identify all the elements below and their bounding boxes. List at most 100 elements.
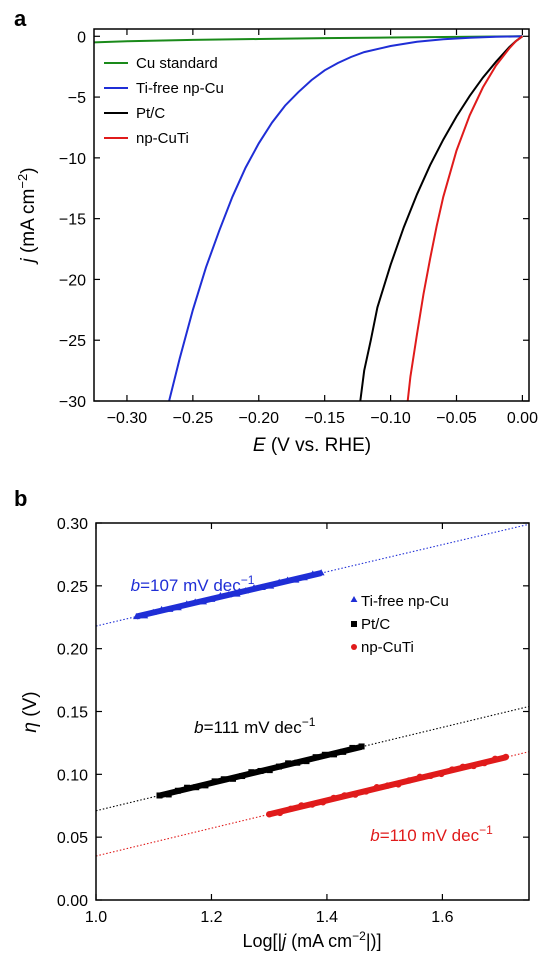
legend-label-b: Ti-free np-Cu <box>361 593 449 610</box>
y-tick-label-b: 0.10 <box>57 767 88 784</box>
slope-annotation-b-0: b=107 mV dec−1 <box>131 573 255 595</box>
marker-b-2 <box>352 791 359 798</box>
marker-b-1 <box>275 763 282 770</box>
marker-b-2 <box>459 763 467 770</box>
marker-b-1 <box>358 743 365 750</box>
legend-label-a: np-CuTi <box>136 130 189 147</box>
marker-b-0 <box>183 600 191 607</box>
x-tick-label-a: −0.30 <box>107 410 148 427</box>
marker-b-0 <box>166 605 174 612</box>
marker-b-2 <box>395 781 402 788</box>
marker-b-0 <box>275 578 283 585</box>
marker-b-2 <box>341 792 348 799</box>
x-tick-label-b: 1.2 <box>200 909 222 926</box>
marker-b-1 <box>193 784 200 791</box>
marker-b-0 <box>208 595 216 602</box>
marker-b-1 <box>349 744 356 751</box>
marker-b-1 <box>312 754 319 761</box>
marker-b-2 <box>330 794 337 802</box>
marker-b-2 <box>287 805 294 813</box>
y-tick-label-a: 0 <box>77 29 86 46</box>
x-tick-label-a: 0.00 <box>507 410 538 427</box>
y-tick-label-b: 0.25 <box>57 579 88 596</box>
marker-b-1 <box>331 751 338 758</box>
marker-b-0 <box>284 576 291 583</box>
y-tick-label-a: −10 <box>59 151 86 168</box>
x-tick-label-a: −0.05 <box>436 410 477 427</box>
y-tick-label-b: 0.00 <box>57 893 88 910</box>
marker-b-1 <box>285 760 292 767</box>
panel-a: a −0.30 −0.25 −0.20 −0.15 −0.10 −0.05 0.00 0 −5… <box>14 6 538 456</box>
marker-b-1 <box>303 758 310 765</box>
marker-b-0 <box>250 584 258 591</box>
legend-a: Cu standard Ti-free np-Cu Pt/C np-CuTi <box>104 55 224 147</box>
marker-b-0 <box>233 590 241 597</box>
marker-b-0 <box>317 569 325 576</box>
marker-b-1 <box>257 767 264 774</box>
legend-label-a: Ti-free np-Cu <box>136 80 224 97</box>
slope-annotation-b-2: b=110 mV dec−1 <box>370 823 493 845</box>
x-tick-label-a: −0.10 <box>370 410 411 427</box>
marker-b-2 <box>276 809 284 817</box>
marker-b-1 <box>229 775 236 782</box>
marker-b-0 <box>292 576 300 583</box>
marker-b-0 <box>216 592 224 599</box>
marker-b-0 <box>200 598 207 605</box>
y-tick-label-b: 0.20 <box>57 642 88 659</box>
marker-b-1 <box>321 751 328 758</box>
legend-marker-b <box>351 621 357 627</box>
x-tick-label-a: −0.15 <box>304 410 345 427</box>
legend-label-b: Pt/C <box>361 616 390 633</box>
marker-b-2 <box>502 753 510 761</box>
marker-b-1 <box>165 791 172 798</box>
series-line-a-1 <box>168 35 523 401</box>
marker-b-1 <box>294 759 301 766</box>
legend-marker-b <box>351 644 357 650</box>
marker-b-2 <box>470 762 477 770</box>
marker-b-1 <box>220 776 227 783</box>
marker-b-2 <box>373 784 380 791</box>
y-tick-label-b: 0.05 <box>57 830 88 847</box>
marker-b-2 <box>438 770 445 778</box>
marker-b-2 <box>416 773 424 781</box>
marker-b-1 <box>340 748 347 755</box>
marker-b-2 <box>298 802 305 809</box>
marker-b-0 <box>300 574 308 581</box>
x-tick-label-a: −0.20 <box>239 410 280 427</box>
marker-b-2 <box>384 782 391 789</box>
marker-b-0 <box>242 587 249 594</box>
marker-b-1 <box>202 782 209 789</box>
panel-label-b: b <box>14 486 27 511</box>
marker-b-1 <box>156 792 163 799</box>
marker-b-0 <box>258 583 266 590</box>
plot-frame-a <box>93 28 530 402</box>
marker-b-0 <box>149 608 157 615</box>
marker-b-0 <box>141 612 149 619</box>
marker-b-1 <box>266 767 273 774</box>
marker-b-1 <box>248 769 255 776</box>
y-axis-label-a: j (mA cm−2) <box>15 167 39 265</box>
x-axis-label-b: Log[|j (mA cm−2|)] <box>242 929 381 951</box>
y-tick-label-a: −5 <box>68 90 86 107</box>
marker-b-2 <box>448 766 456 773</box>
marker-b-2 <box>481 759 488 767</box>
marker-b-0 <box>309 570 317 577</box>
series-line-a-2 <box>359 35 523 401</box>
marker-b-1 <box>239 773 246 780</box>
legend-b: Ti-free np-Cu Pt/C np-CuTi <box>350 593 449 656</box>
y-tick-label-b: 0.15 <box>57 705 88 722</box>
marker-b-2 <box>362 788 370 795</box>
series-line-a-3 <box>406 35 523 401</box>
marker-b-2 <box>319 799 327 806</box>
legend-label-a: Cu standard <box>136 55 218 72</box>
y-axis-label-b: η (V) <box>20 691 41 732</box>
y-tick-label-a: −15 <box>59 212 86 229</box>
x-tick-label-b: 1.0 <box>85 909 107 926</box>
x-axis-label-a: E (V vs. RHE) <box>253 435 371 456</box>
y-tick-label-a: −20 <box>59 272 86 289</box>
x-tick-label-a: −0.25 <box>173 410 214 427</box>
slope-annotation-b-1: b=111 mV dec−1 <box>194 715 316 737</box>
marker-b-2 <box>491 755 499 762</box>
marker-b-2 <box>405 777 413 784</box>
